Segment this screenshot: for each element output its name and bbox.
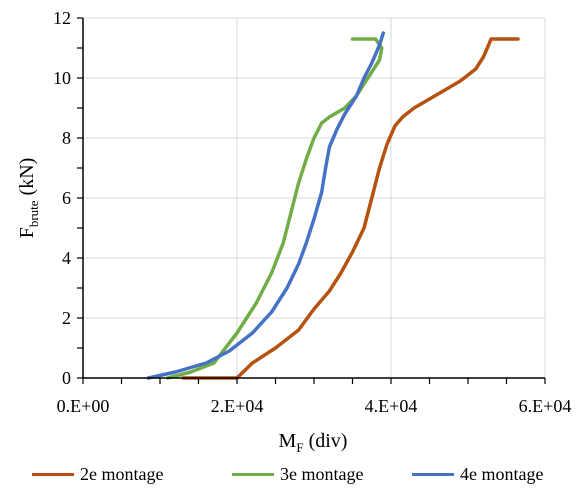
y-axis-title: Fbrute (kN) [16,158,41,239]
tick-labels: 0 2 4 6 8 10 12 0.E+00 2.E+04 4.E+04 6.E+04 [53,8,571,416]
legend-label-2e-montage: 2e montage [80,463,164,484]
legend-item-2e-montage: 2e montage [32,460,163,488]
gridlines [83,17,546,378]
axes [77,17,546,384]
legend: 2e montage 3e montage 4e montage [0,460,579,488]
y-axis-title-unit: (kN) [16,158,38,201]
x-tick-label: 2.E+04 [211,396,264,416]
legend-item-4e-montage: 4e montage [412,460,543,488]
legend-label-4e-montage: 4e montage [460,463,544,484]
y-axis-title-sub: brute [26,200,41,227]
x-axis-title-unit: (div) [304,430,348,452]
x-axis-title: MF (div) [279,430,348,455]
y-tick-label: 0 [62,368,71,388]
y-axis-title-main: F [16,227,38,238]
series-line-3e-montage [165,37,384,380]
x-tick-label: 4.E+04 [365,396,418,416]
legend-swatch-2e-montage [32,472,74,476]
series-layer [146,31,520,380]
x-tick-label: 6.E+04 [519,396,572,416]
x-tick-label: 0.E+00 [57,396,110,416]
legend-label-3e-montage: 3e montage [280,463,364,484]
y-tick-label: 8 [62,128,71,148]
x-axis-title-sub: F [296,440,303,455]
y-tick-label: 2 [62,308,71,328]
series-line-2e-montage [181,37,520,380]
series-line-4e-montage [146,31,386,380]
x-axis-title-main: M [279,430,297,452]
y-tick-label: 12 [53,8,71,28]
legend-swatch-4e-montage [412,472,454,476]
legend-swatch-3e-montage [232,472,274,476]
y-tick-label: 6 [62,188,71,208]
legend-item-3e-montage: 3e montage [232,460,363,488]
y-tick-label: 10 [53,68,71,88]
y-tick-label: 4 [62,248,71,268]
